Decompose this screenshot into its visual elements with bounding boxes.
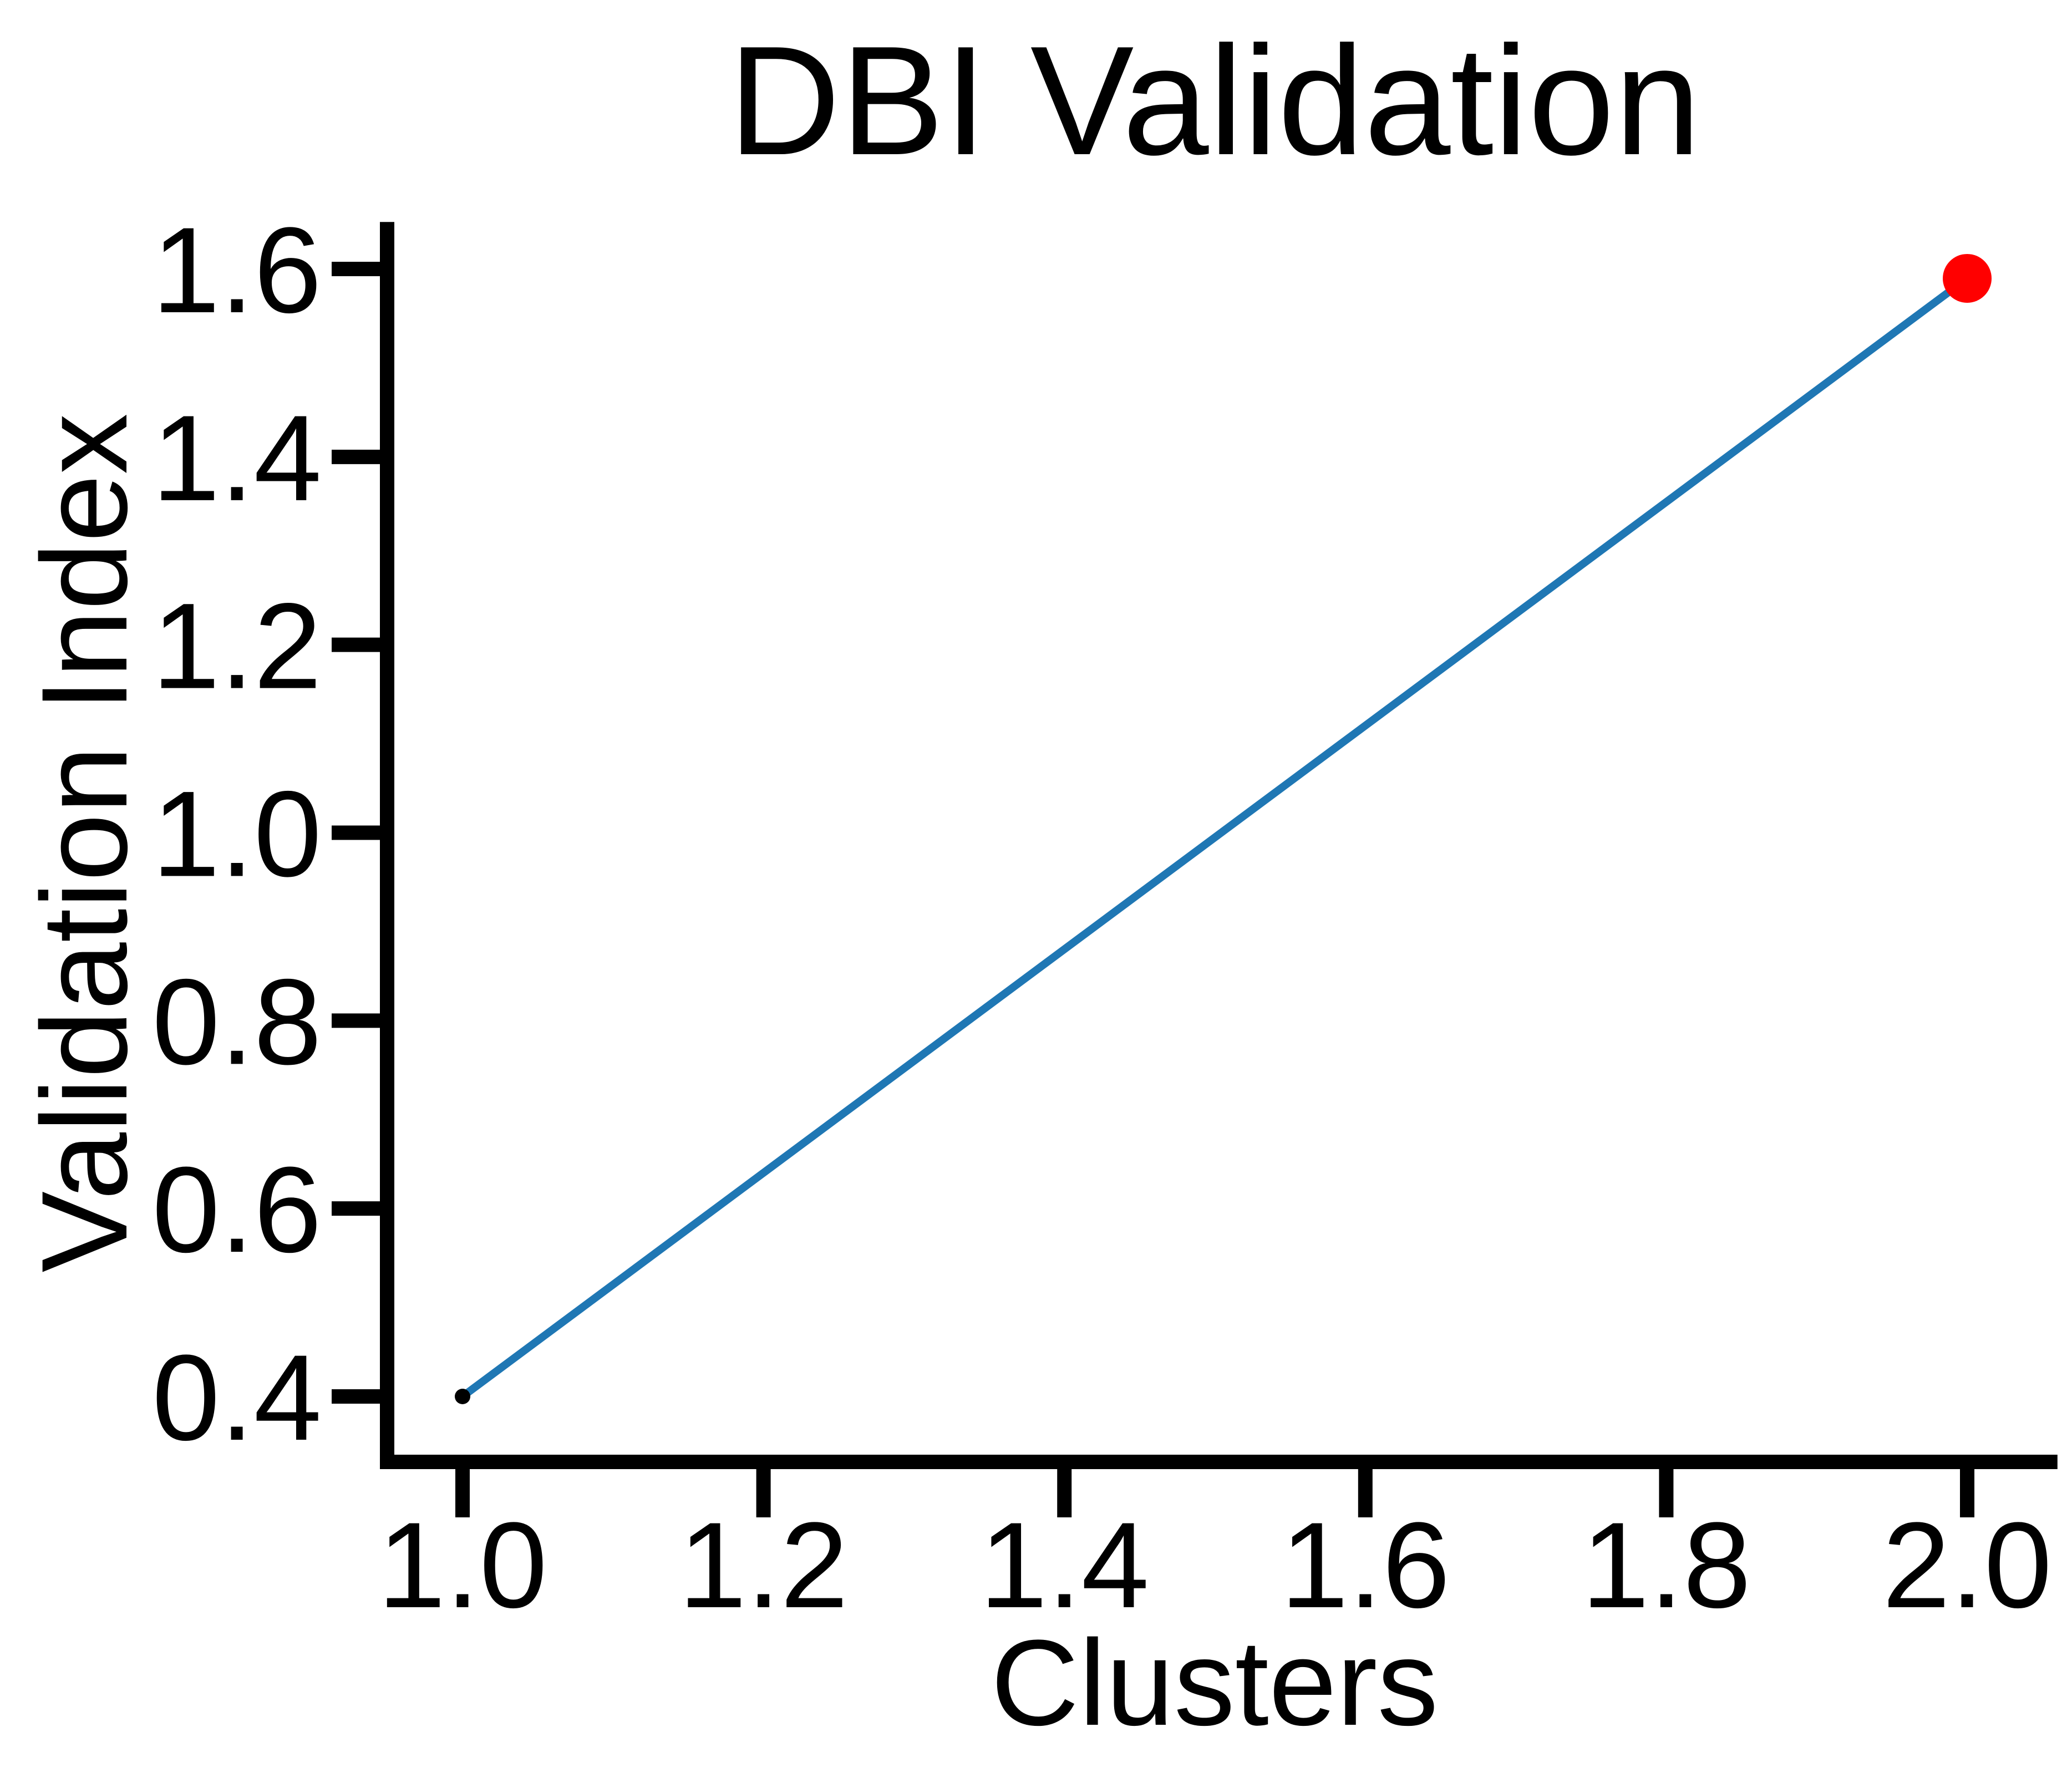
y-tick-label: 1.6 (152, 202, 322, 338)
x-tick-label: 1.2 (679, 1497, 849, 1633)
y-tick-label: 0.6 (152, 1141, 322, 1278)
x-tick-label: 1.0 (378, 1497, 547, 1633)
y-tick-label: 1.0 (152, 766, 322, 902)
series-line (459, 274, 1971, 1400)
y-tick-label: 0.8 (152, 953, 322, 1090)
x-tick-label: 1.4 (979, 1497, 1149, 1633)
optimal-point-marker (1943, 253, 1992, 303)
plot-area: 0.4 0.6 0.8 1.0 1.2 1.4 1.6 1.0 1.2 1.4 1.6 1.8 2.0 (152, 202, 2058, 1633)
x-tick-label: 2.0 (1882, 1497, 2052, 1633)
x-tick-label: 1.6 (1281, 1497, 1450, 1633)
y-tick-label: 0.4 (152, 1329, 322, 1466)
y-tick-label: 1.4 (152, 390, 322, 526)
x-tick-label: 1.8 (1581, 1497, 1751, 1633)
chart-title: DBI Validation (728, 14, 1701, 187)
x-axis-label: Clusters (991, 1614, 1439, 1751)
y-axis-label: Validation Index (16, 413, 153, 1272)
y-tick-label: 1.2 (152, 578, 322, 714)
start-point-marker (455, 1389, 470, 1404)
